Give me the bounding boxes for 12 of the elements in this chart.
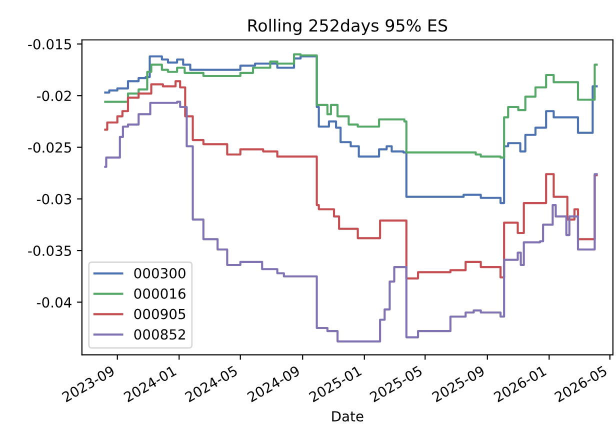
- y-tick-label: -0.035: [28, 246, 71, 256]
- y-tick-label: -0.025: [28, 142, 71, 153]
- y-tick-label: -0.03: [36, 194, 72, 204]
- x-axis-title: Date: [332, 411, 364, 422]
- y-tick-label: -0.04: [36, 297, 72, 308]
- y-tick-label: -0.015: [28, 38, 71, 50]
- legend-label: 000300: [134, 268, 186, 278]
- legend-label: 000852: [134, 329, 185, 340]
- legend-label: 000016: [134, 288, 186, 299]
- legend-label: 000905: [134, 308, 186, 320]
- chart-title: Rolling 252days 95% ES: [248, 18, 448, 36]
- y-tick-label: -0.02: [36, 90, 71, 102]
